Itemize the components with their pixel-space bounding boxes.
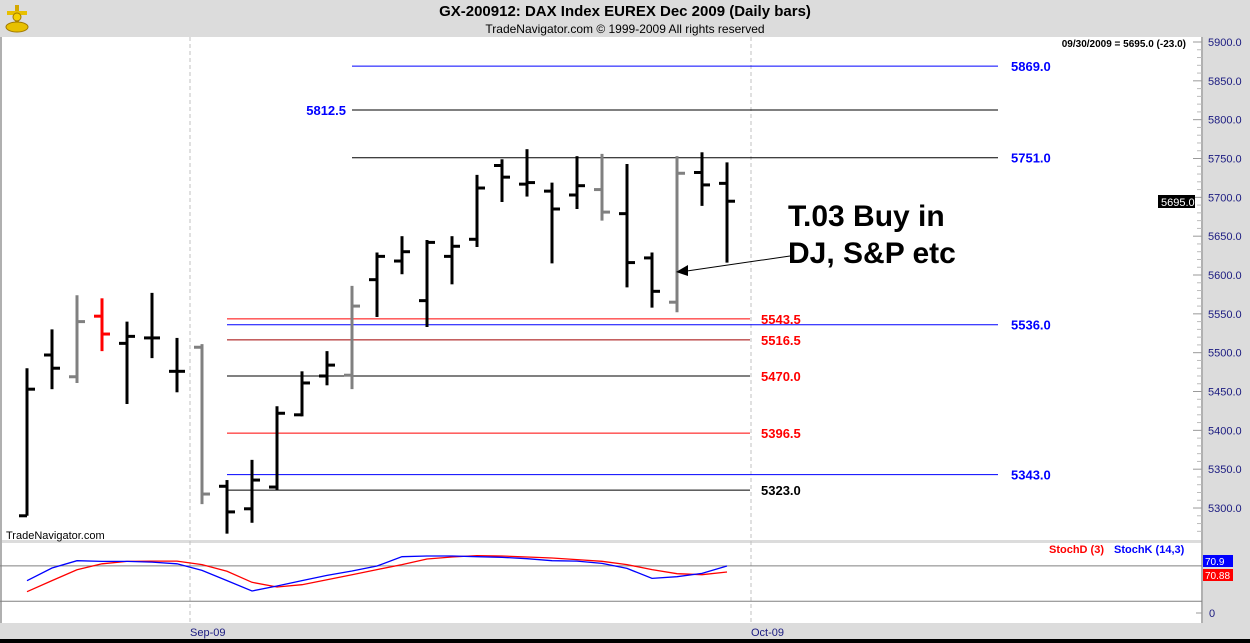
- last-price-label: 5695.0: [1161, 197, 1195, 209]
- ohlc-bar: [719, 162, 735, 263]
- ohlc-bar: [344, 285, 360, 390]
- level-label: 5323.0: [761, 483, 801, 498]
- ohlc-bar: [19, 368, 35, 518]
- ohlc-bar: [519, 149, 535, 197]
- ohlc-bar: [594, 153, 610, 221]
- ohlc-bar: [669, 156, 685, 313]
- y-tick-label: 5400.0: [1208, 425, 1242, 437]
- level-label: 5396.5: [761, 426, 801, 441]
- y-tick-label: 5300.0: [1208, 503, 1242, 515]
- stoch-series-line: [26, 554, 728, 593]
- level-label: 5343.0: [1011, 468, 1051, 483]
- ohlc-bar: [444, 236, 460, 285]
- y-tick-label: 5650.0: [1208, 231, 1242, 243]
- level-label: 5516.5: [761, 333, 801, 348]
- chart-subtitle: TradeNavigator.com © 1999-2009 All right…: [485, 22, 765, 36]
- watermark-text: TradeNavigator.com: [6, 530, 105, 542]
- trade-navigator-logo-icon: [4, 3, 30, 38]
- annotation-line-2: DJ, S&P etc: [788, 237, 956, 270]
- ohlc-bar: [494, 159, 510, 203]
- ohlc-bar: [269, 406, 285, 491]
- ohlc-bar: [144, 292, 160, 359]
- last-price-tag: 5695.0: [1158, 195, 1195, 209]
- level-label: 5869.0: [1011, 59, 1051, 74]
- x-tick-label: Sep-09: [190, 627, 225, 639]
- ohlc-bar: [244, 459, 260, 523]
- level-label: 5812.5: [306, 103, 346, 118]
- y-tick-label: 5750.0: [1208, 154, 1242, 166]
- ohlc-bar: [194, 344, 210, 505]
- annotation-line-1: T.03 Buy in: [788, 200, 945, 233]
- ohlc-bar: [619, 163, 635, 288]
- y-tick-label: 5350.0: [1208, 464, 1242, 476]
- ohlc-bar: [319, 351, 335, 386]
- y-tick-label: 5600.0: [1208, 270, 1242, 282]
- level-label: 5536.0: [1011, 318, 1051, 333]
- ohlc-bar: [294, 371, 310, 417]
- ohlc-bar: [94, 298, 110, 352]
- stochk-legend: StochK (14,3): [1114, 544, 1185, 556]
- y-tick-label: 5450.0: [1208, 387, 1242, 399]
- stoch-series-line: [26, 555, 728, 592]
- ohlc-bar: [219, 480, 235, 534]
- stochk-last-value: 70.9: [1205, 557, 1225, 568]
- ohlc-bar: [644, 252, 660, 308]
- level-label: 5470.0: [761, 369, 801, 384]
- y-tick-label: 5700.0: [1208, 192, 1242, 204]
- ohlc-bar: [694, 152, 710, 206]
- price-panel: [0, 37, 1202, 540]
- ohlc-bar: [469, 174, 485, 248]
- stochd-last-value: 70.88: [1205, 571, 1230, 582]
- ohlc-bar: [169, 337, 185, 393]
- ohlc-bar: [569, 156, 585, 209]
- annotation: T.03 Buy in DJ, S&P etc: [676, 200, 956, 276]
- stoch-last-values: 70.9 70.88: [1203, 555, 1233, 582]
- y-tick-label: 5850.0: [1208, 76, 1242, 88]
- ohlc-bar: [394, 236, 410, 275]
- ohlc-bar: [44, 329, 60, 390]
- stoch-legend: StochD (3) StochK (14,3): [1049, 544, 1185, 556]
- y-tick-label: 5800.0: [1208, 115, 1242, 127]
- ohlc-bar: [119, 321, 135, 404]
- y-tick-label: 5550.0: [1208, 309, 1242, 321]
- level-label: 5543.5: [761, 312, 801, 327]
- x-tick-label: Oct-09: [751, 627, 784, 639]
- stochastic-panel: [0, 543, 1202, 623]
- stoch-zero-label: 0: [1209, 608, 1215, 620]
- arrow-head-icon: [676, 265, 688, 276]
- ohlc-bar: [419, 240, 435, 328]
- stochd-legend: StochD (3): [1049, 544, 1104, 556]
- ohlc-bar: [69, 295, 85, 383]
- last-price-readout: 09/30/2009 = 5695.0 (-23.0): [1062, 39, 1186, 50]
- level-label: 5751.0: [1011, 151, 1051, 166]
- ohlc-bar: [544, 182, 560, 264]
- y-tick-label: 5500.0: [1208, 348, 1242, 360]
- ohlc-bar: [369, 252, 385, 317]
- y-tick-label: 5900.0: [1208, 37, 1242, 49]
- chart-title: GX-200912: DAX Index EUREX Dec 2009 (Dai…: [439, 3, 811, 20]
- annotation-arrow: [679, 255, 791, 273]
